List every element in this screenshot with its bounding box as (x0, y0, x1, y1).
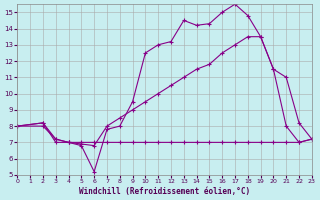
X-axis label: Windchill (Refroidissement éolien,°C): Windchill (Refroidissement éolien,°C) (79, 187, 250, 196)
